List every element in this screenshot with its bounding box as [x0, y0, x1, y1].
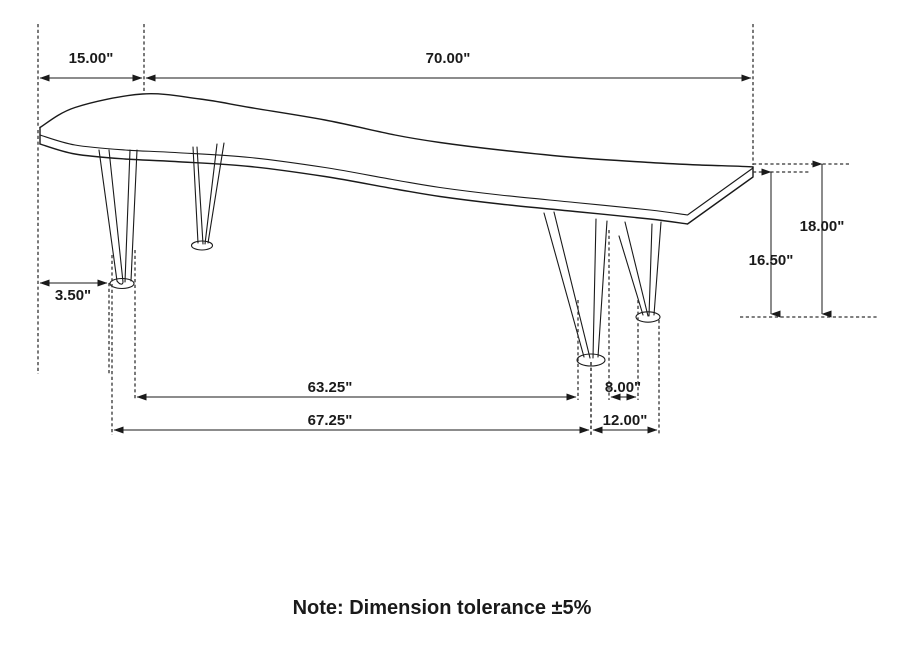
svg-text:18.00": 18.00" — [800, 218, 845, 235]
svg-text:67.25": 67.25" — [308, 412, 353, 429]
svg-text:8.00": 8.00" — [605, 379, 641, 396]
svg-text:63.25": 63.25" — [308, 379, 353, 396]
svg-text:15.00": 15.00" — [69, 50, 114, 67]
svg-text:70.00": 70.00" — [426, 50, 471, 67]
svg-text:12.00": 12.00" — [603, 412, 648, 429]
svg-text:16.50": 16.50" — [749, 252, 794, 269]
svg-text:3.50": 3.50" — [55, 287, 91, 304]
svg-text:Note: Dimension tolerance ±5%: Note: Dimension tolerance ±5% — [293, 597, 592, 619]
